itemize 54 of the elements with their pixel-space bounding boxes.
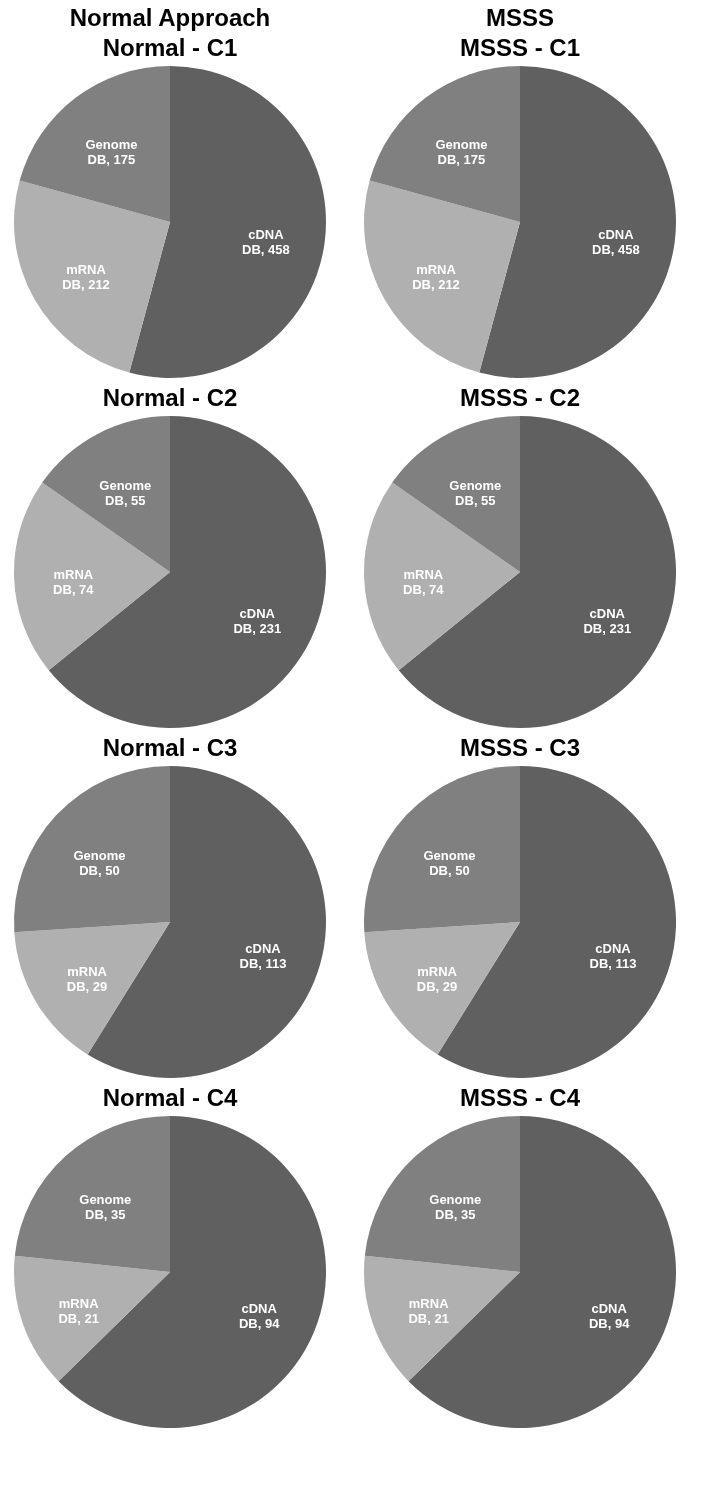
pie-slice <box>364 766 520 933</box>
chart-title: MSSS - C1 <box>459 34 581 61</box>
pie-slice <box>364 180 520 373</box>
data-label: mRNA DB, 29 <box>416 963 458 994</box>
data-label: cDNA DB, 231 <box>583 605 632 636</box>
data-label: Genome DB, 50 <box>423 847 476 878</box>
data-label: Genome DB, 55 <box>99 478 152 509</box>
data-label: mRNA DB, 21 <box>58 1295 100 1326</box>
data-label: Genome DB, 35 <box>79 1192 132 1223</box>
data-label: mRNA DB, 74 <box>53 567 95 598</box>
pie-slice <box>14 766 170 933</box>
data-label: cDNA DB, 94 <box>588 1301 631 1332</box>
data-label: mRNA DB, 212 <box>62 261 110 292</box>
chart-title: Normal - C2 <box>102 384 238 411</box>
data-label: cDNA DB, 113 <box>239 940 287 971</box>
data-label: Genome DB, 55 <box>449 478 502 509</box>
pie-slice <box>364 482 520 671</box>
data-label: mRNA DB, 212 <box>412 261 460 292</box>
pie-slice <box>14 1116 170 1272</box>
data-label: mRNA DB, 29 <box>66 963 108 994</box>
chart-title: Normal - C3 <box>102 734 238 761</box>
chart-title: Normal - C1 <box>102 34 238 61</box>
pie-slice <box>398 416 676 728</box>
data-label: cDNA DB, 113 <box>589 940 637 971</box>
data-label: Genome DB, 50 <box>73 847 126 878</box>
chart-title: Normal - C4 <box>102 1084 238 1111</box>
data-label: mRNA DB, 21 <box>408 1295 450 1326</box>
pie-slice <box>408 1116 676 1428</box>
data-label: cDNA DB, 458 <box>592 226 640 257</box>
pie-slice <box>364 922 520 1055</box>
pie-slice <box>14 922 170 1055</box>
chart-title: MSSS - C3 <box>459 734 581 761</box>
data-label: Genome DB, 175 <box>435 137 488 168</box>
pie-slice <box>14 482 170 671</box>
data-label: Genome DB, 175 <box>85 137 138 168</box>
pie-slice <box>42 416 170 572</box>
pie-slice <box>369 66 520 222</box>
pie-slice <box>364 1116 520 1272</box>
pie-slice <box>58 1116 326 1428</box>
pie-slice <box>14 1255 170 1382</box>
text: Normal Approach <box>69 4 271 31</box>
pie-slice <box>48 416 326 728</box>
pie-slice <box>392 416 520 572</box>
data-label: mRNA DB, 74 <box>403 567 445 598</box>
pie-slice <box>364 1255 520 1382</box>
pie-slice <box>19 66 170 222</box>
data-label: cDNA DB, 458 <box>242 226 290 257</box>
data-label: Genome DB, 35 <box>429 1192 482 1223</box>
data-label: cDNA DB, 231 <box>233 605 282 636</box>
data-label: cDNA DB, 94 <box>238 1301 281 1332</box>
pie-slice <box>14 180 170 373</box>
chart-title: MSSS - C2 <box>459 384 581 411</box>
text: MSSS <box>485 4 555 31</box>
chart-title: MSSS - C4 <box>459 1084 581 1111</box>
